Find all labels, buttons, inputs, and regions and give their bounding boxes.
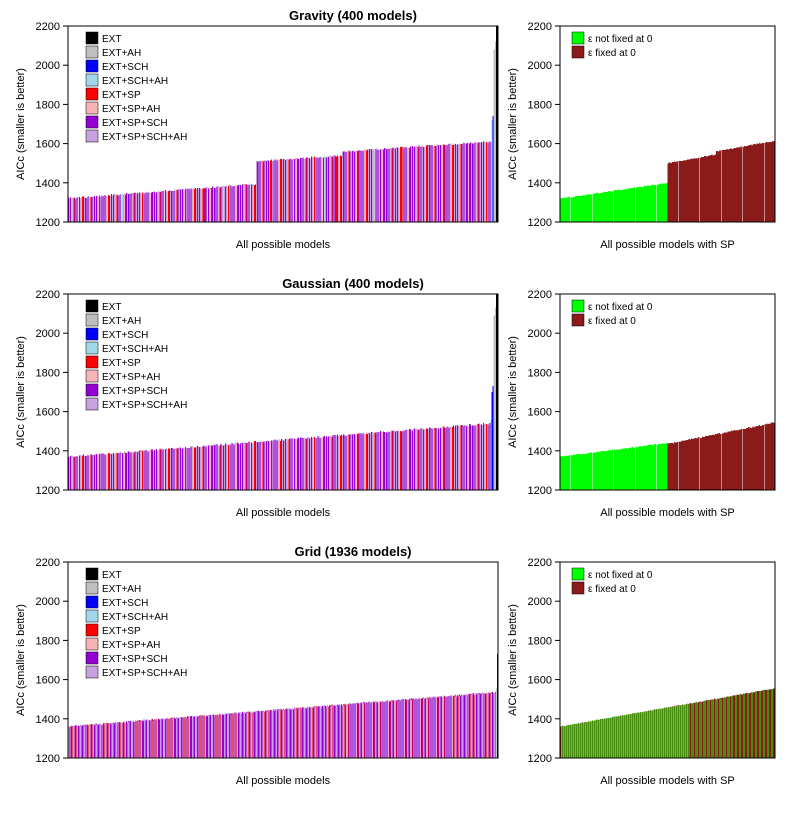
- svg-text:2000: 2000: [528, 328, 552, 340]
- svg-text:1200: 1200: [528, 753, 552, 765]
- svg-text:2000: 2000: [36, 596, 60, 608]
- xlabel-left: All possible models: [236, 775, 331, 787]
- svg-text:EXT+SP+AH: EXT+SP+AH: [102, 640, 160, 651]
- svg-text:1600: 1600: [528, 407, 552, 419]
- xlabel-right: All possible models with SP: [600, 239, 735, 251]
- svg-text:EXT+SP: EXT+SP: [102, 358, 141, 369]
- svg-text:1400: 1400: [528, 446, 552, 458]
- svg-text:2200: 2200: [36, 21, 60, 33]
- svg-text:ε not fixed at 0: ε not fixed at 0: [588, 570, 653, 581]
- svg-text:2200: 2200: [528, 21, 552, 33]
- svg-text:1600: 1600: [36, 407, 60, 419]
- svg-text:AICc (smaller is better): AICc (smaller is better): [15, 68, 27, 180]
- svg-text:EXT+SCH+AH: EXT+SCH+AH: [102, 344, 168, 355]
- svg-text:AICc (smaller is better): AICc (smaller is better): [15, 604, 27, 716]
- svg-text:EXT: EXT: [102, 302, 121, 313]
- svg-text:1200: 1200: [36, 753, 60, 765]
- svg-text:AICc (smaller is better): AICc (smaller is better): [15, 336, 27, 448]
- svg-text:EXT+SP+SCH+AH: EXT+SP+SCH+AH: [102, 132, 187, 143]
- svg-text:1600: 1600: [528, 139, 552, 151]
- svg-text:EXT+SP+AH: EXT+SP+AH: [102, 372, 160, 383]
- svg-text:1200: 1200: [528, 217, 552, 229]
- xlabel-right: All possible models with SP: [600, 507, 735, 519]
- panel-title: Gaussian (400 models): [282, 276, 424, 291]
- svg-text:2000: 2000: [36, 60, 60, 72]
- svg-text:2200: 2200: [528, 289, 552, 301]
- svg-text:EXT+SP+SCH+AH: EXT+SP+SCH+AH: [102, 668, 187, 679]
- svg-text:1200: 1200: [528, 485, 552, 497]
- svg-text:1400: 1400: [36, 714, 60, 726]
- svg-text:1800: 1800: [528, 99, 552, 111]
- svg-text:2200: 2200: [36, 557, 60, 569]
- svg-text:AICc (smaller is better): AICc (smaller is better): [507, 604, 519, 716]
- svg-text:ε fixed at 0: ε fixed at 0: [588, 48, 636, 59]
- svg-text:1800: 1800: [36, 367, 60, 379]
- svg-text:EXT+SP+SCH: EXT+SP+SCH: [102, 118, 168, 129]
- svg-text:1800: 1800: [36, 635, 60, 647]
- svg-text:ε fixed at 0: ε fixed at 0: [588, 316, 636, 327]
- svg-text:1800: 1800: [528, 367, 552, 379]
- svg-text:EXT+SP+SCH: EXT+SP+SCH: [102, 654, 168, 665]
- svg-text:2000: 2000: [528, 60, 552, 72]
- svg-text:1400: 1400: [528, 178, 552, 190]
- svg-text:EXT+SP: EXT+SP: [102, 90, 141, 101]
- xlabel-right: All possible models with SP: [600, 775, 735, 787]
- svg-text:ε not fixed at 0: ε not fixed at 0: [588, 34, 653, 45]
- svg-text:1400: 1400: [528, 714, 552, 726]
- svg-text:1200: 1200: [36, 485, 60, 497]
- svg-text:AICc (smaller is better): AICc (smaller is better): [507, 68, 519, 180]
- svg-text:1600: 1600: [36, 139, 60, 151]
- svg-text:EXT+SP+SCH+AH: EXT+SP+SCH+AH: [102, 400, 187, 411]
- svg-text:2200: 2200: [36, 289, 60, 301]
- svg-text:EXT+AH: EXT+AH: [102, 584, 141, 595]
- svg-text:EXT+AH: EXT+AH: [102, 316, 141, 327]
- svg-text:EXT+SP+AH: EXT+SP+AH: [102, 104, 160, 115]
- xlabel-left: All possible models: [236, 239, 331, 251]
- svg-text:EXT+SCH: EXT+SCH: [102, 598, 148, 609]
- svg-text:1200: 1200: [36, 217, 60, 229]
- svg-text:EXT+SCH+AH: EXT+SCH+AH: [102, 76, 168, 87]
- xlabel-left: All possible models: [236, 507, 331, 519]
- svg-text:1400: 1400: [36, 446, 60, 458]
- svg-text:1600: 1600: [528, 675, 552, 687]
- svg-text:2000: 2000: [36, 328, 60, 340]
- svg-text:2200: 2200: [528, 557, 552, 569]
- svg-text:1400: 1400: [36, 178, 60, 190]
- svg-text:2000: 2000: [528, 596, 552, 608]
- svg-text:ε not fixed at 0: ε not fixed at 0: [588, 302, 653, 313]
- svg-text:EXT: EXT: [102, 34, 121, 45]
- svg-text:EXT+SCH: EXT+SCH: [102, 62, 148, 73]
- svg-text:EXT+SCH: EXT+SCH: [102, 330, 148, 341]
- svg-text:EXT+SCH+AH: EXT+SCH+AH: [102, 612, 168, 623]
- svg-text:AICc (smaller is better): AICc (smaller is better): [507, 336, 519, 448]
- svg-text:ε fixed at 0: ε fixed at 0: [588, 584, 636, 595]
- panel-title: Gravity (400 models): [289, 8, 417, 23]
- svg-text:1600: 1600: [36, 675, 60, 687]
- svg-text:1800: 1800: [528, 635, 552, 647]
- svg-text:1800: 1800: [36, 99, 60, 111]
- panel-title: Grid (1936 models): [294, 544, 411, 559]
- svg-text:EXT: EXT: [102, 570, 121, 581]
- svg-text:EXT+SP+SCH: EXT+SP+SCH: [102, 386, 168, 397]
- svg-text:EXT+SP: EXT+SP: [102, 626, 141, 637]
- svg-text:EXT+AH: EXT+AH: [102, 48, 141, 59]
